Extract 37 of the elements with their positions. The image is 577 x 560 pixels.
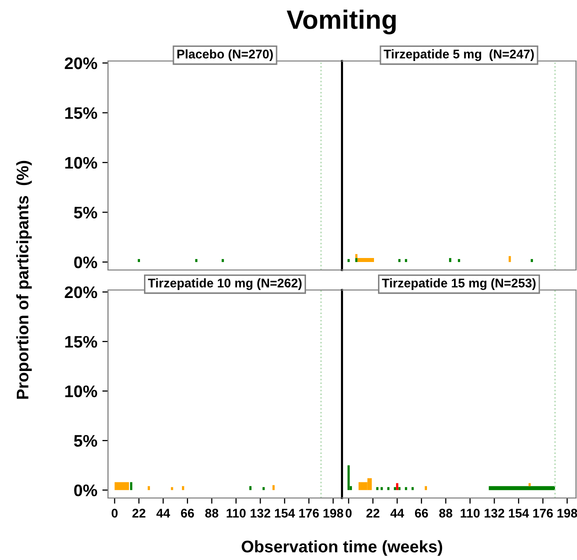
y-axis-title: Proportion of participants (%) bbox=[16, 160, 32, 399]
y-tick-label: 10% bbox=[65, 156, 98, 169]
y-tick-label: 5% bbox=[74, 434, 98, 447]
x-tick-label: 66 bbox=[180, 508, 194, 518]
x-tick-label: 110 bbox=[460, 508, 480, 518]
x-tick-label: 0 bbox=[112, 508, 118, 518]
y-tick-label: 15% bbox=[65, 336, 98, 348]
chart-subtitle: Tirzepatide 10 mg (N=262) bbox=[148, 278, 302, 290]
y-tick-label: 15% bbox=[65, 107, 98, 119]
x-tick-label: 44 bbox=[156, 508, 170, 518]
y-tick-label: 20% bbox=[64, 286, 98, 298]
x-axis-title: Observation time (weeks) bbox=[242, 540, 442, 556]
x-tick-label: 132 bbox=[484, 508, 504, 518]
y-tick-label: 0% bbox=[74, 256, 98, 268]
x-tick-label: 22 bbox=[366, 508, 380, 518]
x-tick-label: 0 bbox=[346, 508, 352, 518]
y-tick-label: 5% bbox=[74, 206, 98, 218]
x-tick-label: 198 bbox=[324, 508, 344, 518]
x-tick-label: 154 bbox=[274, 508, 295, 518]
x-tick-label: 44 bbox=[390, 508, 404, 518]
chart-subtitle: Placebo (N=270) bbox=[177, 49, 273, 61]
x-tick-label: 22 bbox=[132, 508, 146, 518]
chart-title: Vomiting bbox=[286, 10, 396, 34]
x-tick-label: 176 bbox=[299, 508, 319, 518]
y-tick-label: 0% bbox=[74, 484, 98, 496]
y-tick-label: 20% bbox=[64, 57, 98, 70]
x-tick-label: 132 bbox=[250, 508, 270, 518]
x-tick-label: 176 bbox=[533, 508, 553, 518]
y-tick-label: 10% bbox=[65, 385, 98, 398]
chart-subtitle: Tirzepatide 15 mg (N=253) bbox=[382, 278, 536, 290]
x-tick-label: 88 bbox=[205, 508, 218, 518]
x-tick-label: 154 bbox=[508, 508, 529, 518]
x-tick-label: 66 bbox=[414, 508, 428, 518]
x-tick-label: 88 bbox=[439, 508, 452, 518]
x-tick-label: 198 bbox=[558, 508, 577, 518]
chart-subtitle: Tirzepatide 5 mg (N=247) bbox=[384, 49, 534, 61]
x-tick-label: 110 bbox=[226, 508, 246, 518]
